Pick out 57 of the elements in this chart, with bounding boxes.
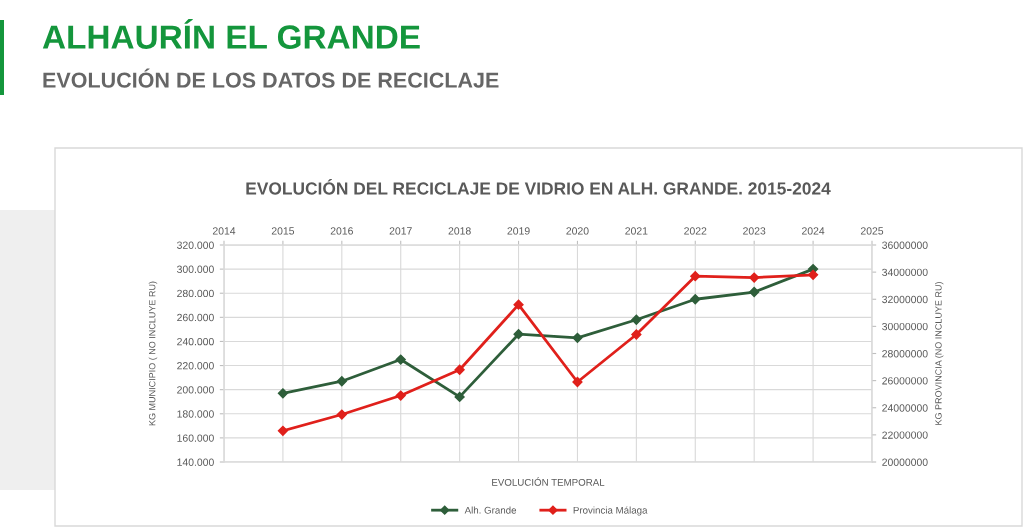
x-tick-label: 2023 — [743, 227, 766, 235]
point — [631, 329, 642, 340]
point — [513, 299, 524, 310]
x-tick-label: 2019 — [507, 227, 530, 235]
point — [336, 409, 347, 420]
point — [631, 314, 642, 325]
point — [277, 388, 289, 399]
x-tick-label: 2022 — [684, 227, 707, 235]
legend-label: Alh. Grande — [464, 506, 517, 514]
x-axis-title: EVOLUCIÓN TEMPORAL — [492, 477, 605, 486]
point — [513, 329, 524, 340]
chart-subtitle: EVOLUCIÓN DE LOS DATOS DE RECICLAJE — [43, 68, 499, 88]
y2-tick-label: 26000000 — [882, 377, 928, 385]
x-tick-label: 2024 — [802, 227, 825, 235]
point — [277, 425, 289, 436]
y-tick-label: 160.000 — [177, 434, 214, 442]
x-tick-label: 2015 — [271, 227, 295, 235]
y2-axis-title: KG PROVINCIA (NO INCLUYE RU) — [935, 282, 944, 425]
y-tick-label: 280.000 — [177, 289, 214, 298]
y-tick-label: 180.000 — [177, 410, 214, 418]
point — [807, 269, 819, 280]
x-tick-label: 2021 — [625, 227, 648, 235]
y-tick-label: 200.000 — [177, 386, 214, 394]
point — [454, 364, 465, 375]
y2-tick-label: 22000000 — [882, 431, 928, 439]
x-tick-label: 2018 — [448, 227, 471, 235]
point — [572, 332, 583, 343]
x-tick-label: 2017 — [389, 227, 412, 235]
y2-tick-label: 32000000 — [882, 295, 928, 304]
chart-title: ALHAURÍN EL GRANDE — [42, 19, 420, 49]
point — [690, 271, 701, 282]
point — [395, 390, 406, 401]
y-tick-label: 260.000 — [177, 313, 214, 322]
y2-tick-label: 30000000 — [882, 322, 928, 331]
point — [395, 354, 406, 365]
y-tick-label: 300.000 — [177, 265, 214, 273]
y-axis-title: KG MUNICIPIO ( NO INCLUYE RU) — [148, 281, 158, 426]
text: EVOLUCIÓN DEL RECICLAJE DE VIDRIO EN ALH. GRANDE. 2015-2024 — [246, 179, 831, 195]
x-tick-label: 2014 — [212, 227, 236, 235]
y-tick-label: 140.000 — [177, 458, 214, 466]
point — [749, 272, 760, 283]
y2-tick-label: 34000000 — [882, 268, 928, 276]
y-tick-label: 320.000 — [177, 241, 214, 249]
point — [749, 286, 760, 298]
y2-tick-label: 24000000 — [882, 404, 928, 412]
y-tick-label: 220.000 — [177, 362, 214, 370]
x-tick-label: 2020 — [566, 227, 589, 235]
y2-tick-label: 28000000 — [882, 350, 928, 358]
point — [336, 376, 347, 387]
point — [690, 294, 701, 305]
point — [454, 391, 465, 403]
y-tick-label: 240.000 — [177, 337, 214, 346]
y2-tick-label: 20000000 — [882, 458, 928, 466]
y2-tick-label: 36000000 — [882, 241, 928, 249]
x-tick-label: 2025 — [860, 227, 884, 235]
legend-label: Provincia Málaga — [573, 506, 648, 516]
x-tick-label: 2016 — [330, 227, 353, 235]
